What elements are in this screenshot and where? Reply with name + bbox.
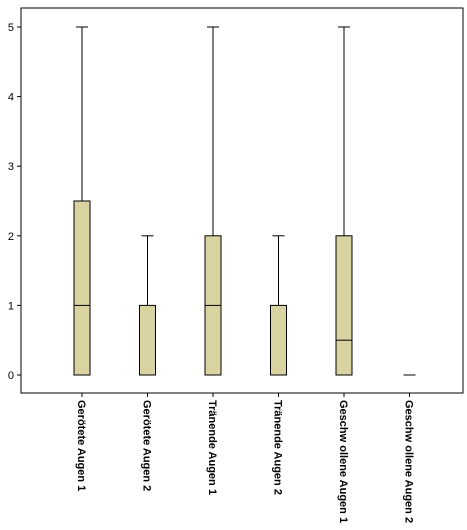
box-2 — [139, 235, 156, 376]
y-tick-label: 5 — [8, 22, 14, 34]
x-category-label: Gerötete Augen 1 — [75, 400, 87, 491]
x-category-label: Geschw ollene Augen 1 — [337, 400, 349, 523]
box-4 — [270, 235, 287, 376]
x-category-label: Geschw ollene Augen 2 — [403, 400, 415, 523]
box-1 — [73, 26, 91, 376]
box-iqr — [73, 200, 91, 376]
x-category-label: Gerötete Augen 2 — [141, 400, 153, 491]
x-axis-labels: Gerötete Augen 1 Gerötete Augen 2 Tränende… — [75, 393, 415, 523]
y-axis: 0 1 2 3 4 5 — [8, 22, 21, 382]
y-tick-label: 2 — [8, 231, 14, 243]
box-5 — [335, 26, 353, 376]
y-tick-label: 3 — [8, 161, 14, 173]
plot-frame — [20, 7, 464, 394]
y-tick-label: 1 — [8, 300, 14, 312]
x-category-label: Tränende Augen 2 — [272, 400, 284, 495]
box-iqr — [270, 304, 287, 376]
box-iqr — [335, 235, 353, 376]
box-3 — [204, 26, 222, 376]
y-tick-label: 0 — [8, 370, 14, 382]
x-category-label: Tränende Augen 1 — [206, 400, 218, 495]
box-series — [73, 26, 416, 376]
box-iqr — [139, 304, 156, 376]
y-tick-label: 4 — [8, 92, 14, 104]
